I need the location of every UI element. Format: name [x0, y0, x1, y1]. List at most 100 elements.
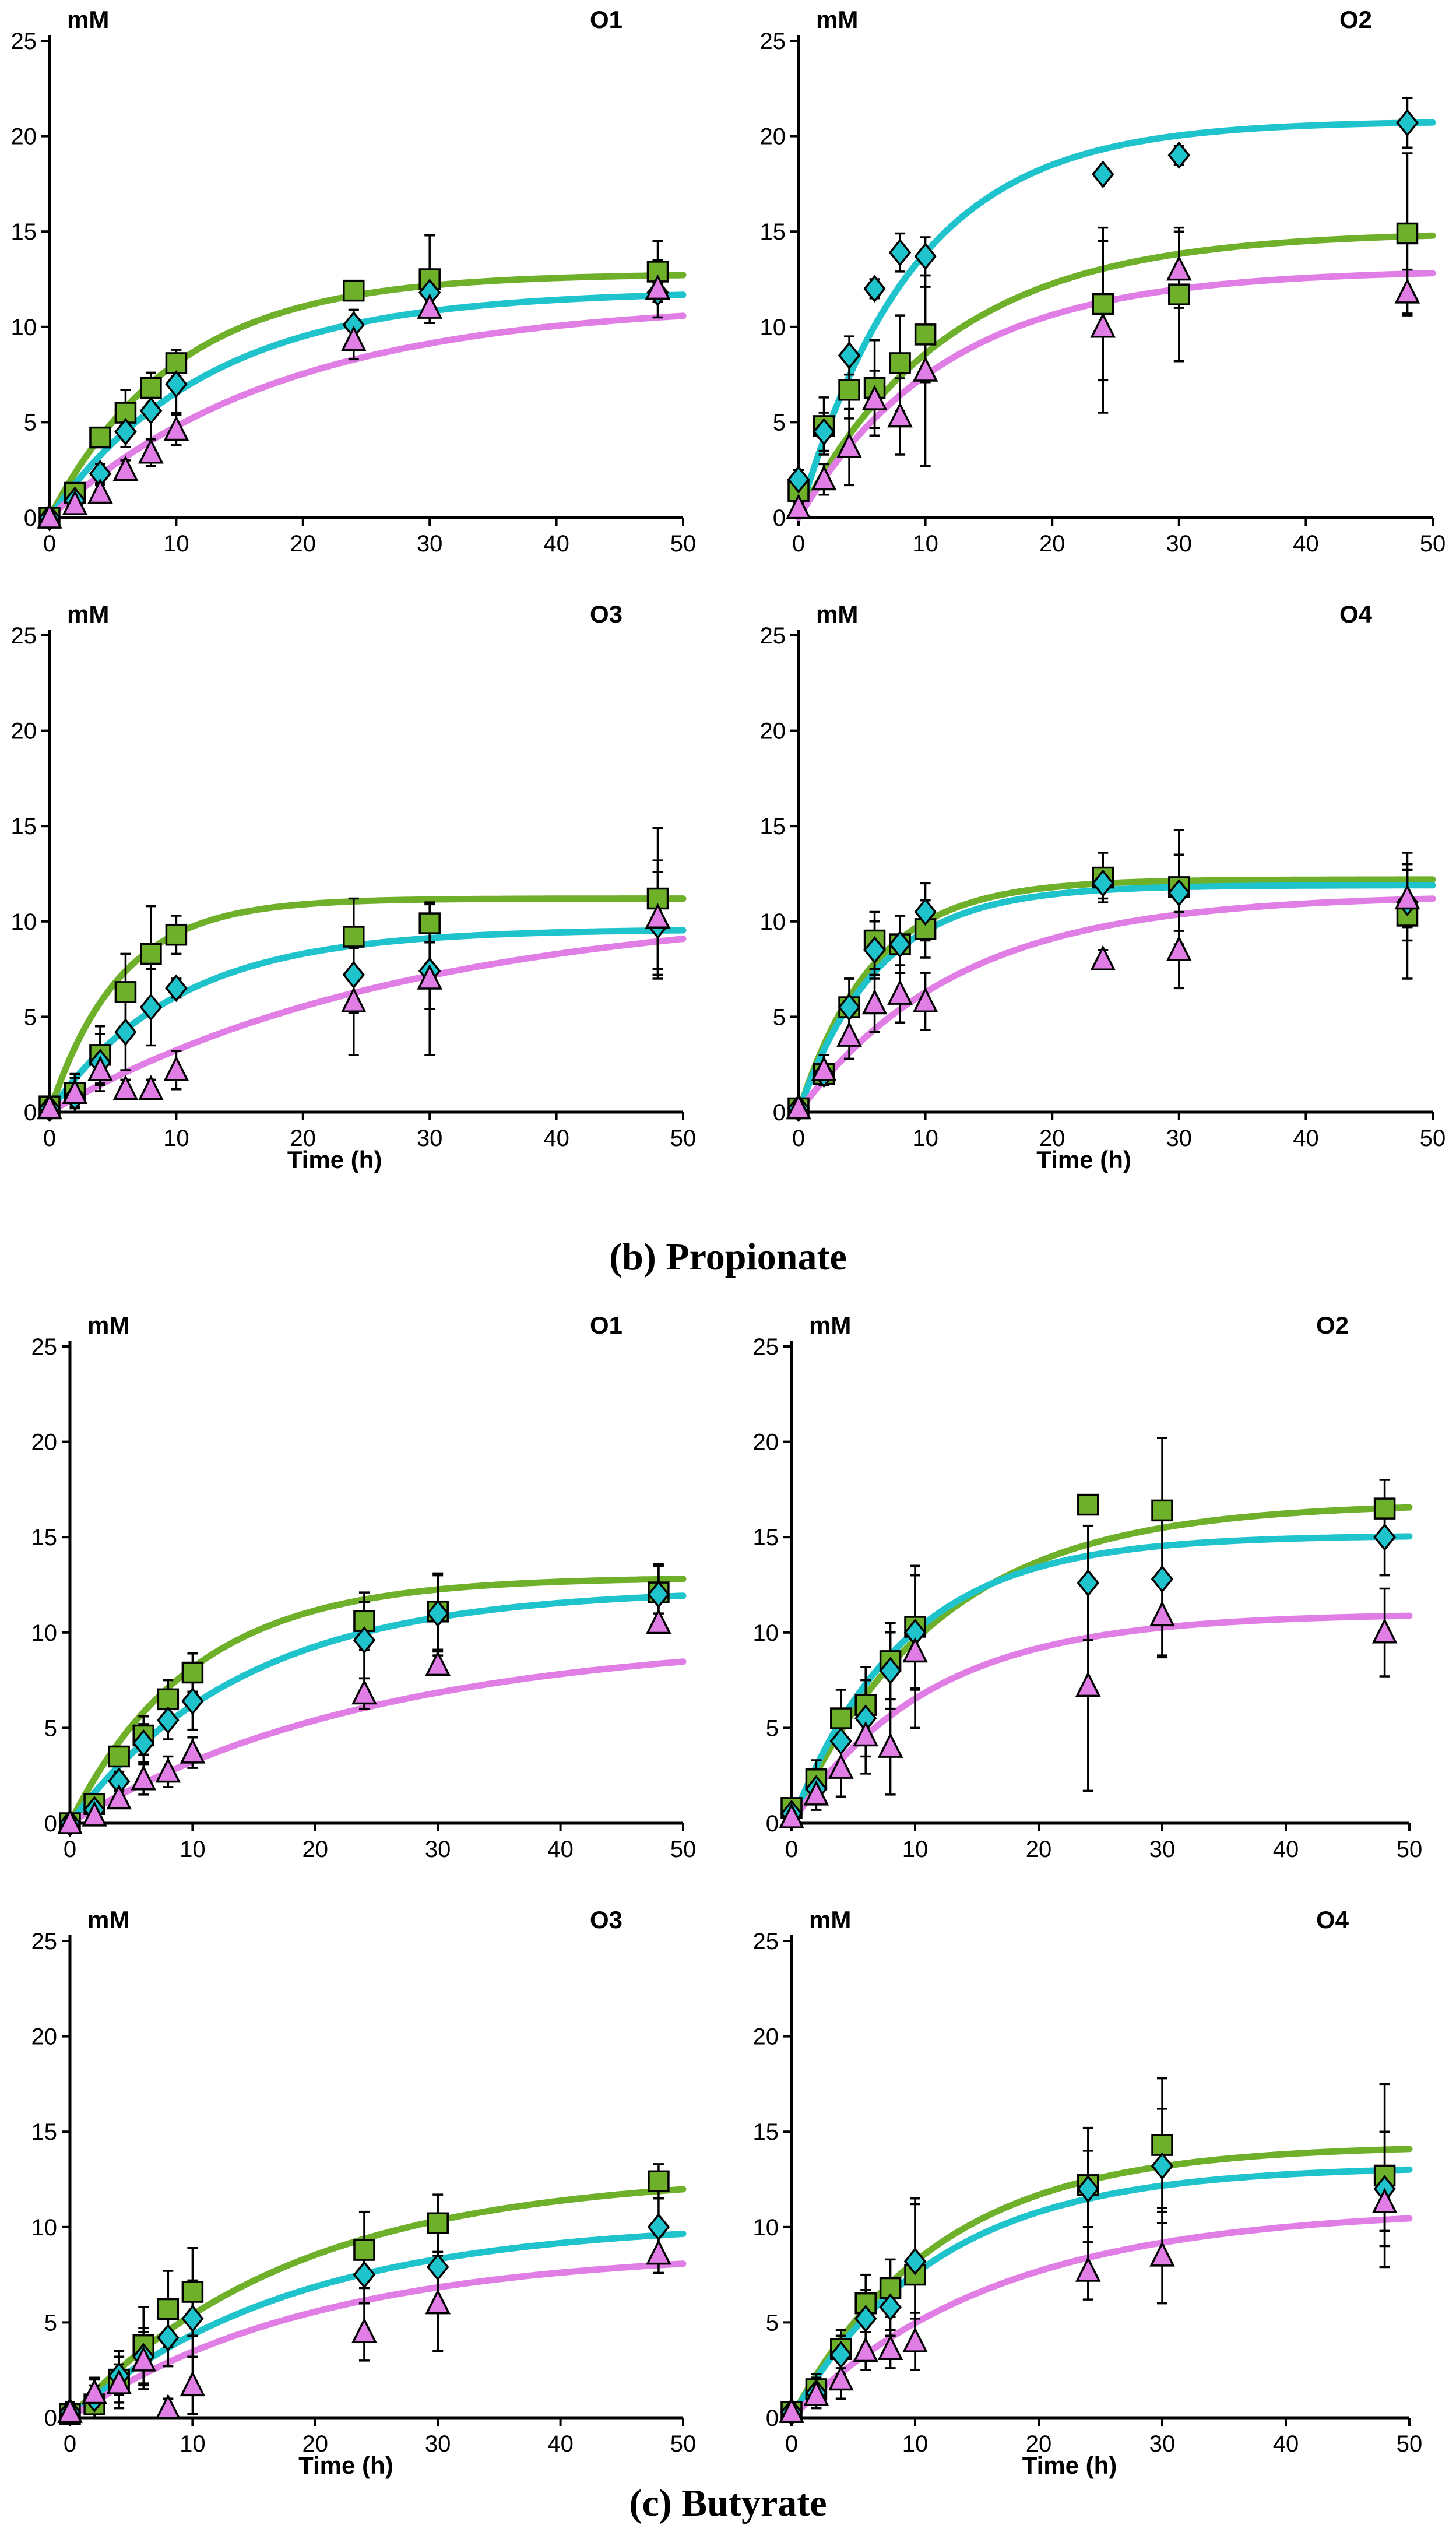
y-tick-label: 5 — [44, 2310, 57, 2336]
unit-label: mM — [809, 1906, 851, 1933]
diamond-marker — [863, 275, 886, 303]
triangle-marker — [138, 438, 164, 464]
triangle-fit-curve — [795, 895, 1436, 1116]
square-marker — [140, 943, 162, 965]
triangle-marker — [853, 2336, 879, 2362]
triangle-marker — [803, 1780, 829, 1806]
triangle-marker — [836, 1021, 862, 1047]
triangle-marker — [646, 2239, 671, 2265]
triangle-marker — [779, 1803, 804, 1828]
diamond-marker — [1167, 141, 1191, 170]
x-tick-label: 30 — [1149, 2431, 1176, 2457]
triangle-fit-curve — [788, 2215, 1413, 2421]
x-tick-label: 50 — [1420, 1126, 1446, 1151]
triangle-marker — [1149, 2241, 1175, 2267]
triangle-marker — [340, 325, 367, 351]
y-tick-label: 20 — [760, 124, 786, 150]
x-axis-title: Time (h) — [287, 1146, 382, 1173]
x-tick-label: 30 — [1166, 531, 1193, 557]
triangle-marker — [887, 402, 913, 428]
y-tick-label: 10 — [760, 315, 786, 340]
diamond-marker — [903, 2247, 927, 2276]
square-marker — [140, 377, 162, 399]
triangle-marker — [82, 2378, 107, 2404]
diamond-marker — [647, 1580, 670, 1609]
square-marker — [1151, 2134, 1173, 2156]
y-tick-label: 15 — [31, 2119, 58, 2145]
x-tick-label: 0 — [785, 2431, 798, 2457]
y-tick-label: 0 — [44, 2406, 57, 2431]
triangle-marker — [106, 1784, 132, 1810]
x-tick-label: 40 — [547, 2431, 574, 2457]
triangle-marker — [861, 385, 888, 410]
y-tick-label: 10 — [753, 1620, 779, 1646]
y-tick-label: 10 — [31, 2215, 58, 2241]
x-tick-label: 50 — [670, 531, 697, 557]
triangle-marker — [37, 1093, 62, 1120]
y-tick-label: 20 — [11, 124, 37, 150]
x-tick-label: 10 — [163, 1126, 189, 1151]
diamond-marker — [863, 936, 886, 964]
square-marker — [1373, 1497, 1396, 1520]
unit-label: mM — [816, 600, 858, 628]
diamond-marker — [1167, 878, 1191, 907]
y-tick-label: 25 — [753, 1929, 779, 1954]
x-tick-label: 50 — [670, 1837, 697, 1862]
triangle-marker — [902, 1637, 928, 1663]
x-tick-label: 20 — [290, 531, 316, 557]
triangle-marker — [62, 1078, 88, 1105]
y-tick-label: 15 — [753, 2119, 779, 2145]
triangle-marker — [155, 1757, 181, 1783]
triangle-marker — [853, 1721, 879, 1747]
x-tick-label: 0 — [64, 2431, 76, 2457]
diamond-marker — [114, 1018, 137, 1046]
triangle-fit-curve — [46, 312, 687, 521]
square-marker — [914, 323, 937, 346]
x-tick-label: 50 — [1420, 531, 1446, 557]
triangle-marker — [836, 432, 862, 458]
triangle-marker — [645, 274, 671, 300]
diamond-marker — [157, 1706, 180, 1735]
triangle-marker — [351, 1679, 377, 1705]
x-tick-label: 30 — [1166, 1126, 1193, 1151]
x-tick-label: 40 — [547, 1837, 574, 1862]
diamond-marker — [342, 961, 365, 989]
y-tick-label: 20 — [31, 2024, 58, 2050]
triangle-marker — [87, 478, 113, 504]
triangle-marker — [163, 415, 189, 441]
diamond-marker — [1077, 2175, 1100, 2203]
x-tick-label: 0 — [785, 1837, 798, 1862]
y-tick-label: 5 — [44, 1715, 57, 1741]
triangle-marker — [37, 503, 62, 529]
diamond-marker — [353, 1626, 376, 1654]
square-marker — [165, 923, 188, 946]
square-marker — [157, 2298, 180, 2320]
panel-propionate-o3: 0 5 10 15 20 25 0 10 20 30 40 50 mM O3 Time (h) — [11, 600, 697, 1173]
y-tick-label: 5 — [24, 1004, 37, 1030]
y-tick-label: 15 — [11, 814, 37, 839]
diamond-marker — [1396, 108, 1419, 137]
x-tick-label: 20 — [290, 1126, 316, 1151]
x-tick-label: 0 — [64, 1837, 76, 1862]
unit-label: mM — [809, 1311, 851, 1339]
triangle-marker — [786, 493, 811, 519]
y-tick-label: 20 — [753, 2024, 779, 2050]
y-tick-label: 0 — [766, 2406, 779, 2431]
triangle-marker — [417, 964, 443, 990]
triangle-marker — [163, 1056, 189, 1081]
diamond-marker — [426, 2253, 449, 2281]
triangle-marker — [877, 1732, 903, 1758]
panel-label: O3 — [590, 600, 623, 628]
triangle-marker — [646, 1608, 671, 1634]
panel-butyrate-o2: 0 5 10 15 20 25 0 10 20 30 40 50 mM O2 — [753, 1311, 1423, 1862]
triangle-marker — [180, 2371, 206, 2397]
y-tick-label: 20 — [11, 719, 37, 744]
triangle-marker — [912, 356, 938, 382]
triangle-marker — [417, 293, 443, 319]
y-tick-label: 10 — [31, 1620, 58, 1646]
x-tick-label: 20 — [1039, 1126, 1065, 1151]
triangle-fit-curve — [46, 936, 687, 1116]
diamond-marker — [914, 898, 937, 926]
y-tick-label: 10 — [11, 909, 37, 935]
diamond-marker — [139, 993, 163, 1021]
